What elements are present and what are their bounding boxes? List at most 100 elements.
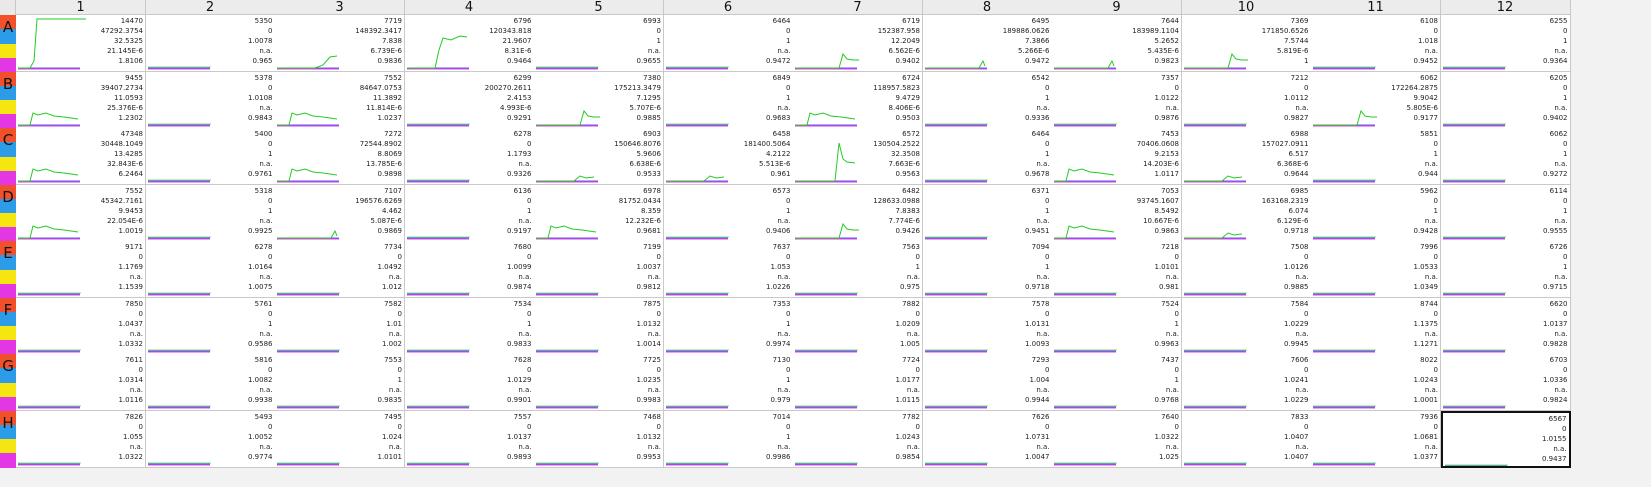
well-F11[interactable]: 8744 0 1.1375 n.a. 1.1271 bbox=[1311, 297, 1441, 355]
well-G8[interactable]: 7293 0 1.004 n.a. 0.9944 bbox=[922, 354, 1053, 411]
well-H7[interactable]: 7782 0 1.0243 n.a. 0.9854 bbox=[793, 410, 923, 468]
column-header-2[interactable]: 2 bbox=[145, 0, 276, 15]
well-C9[interactable]: 7453 70406.0608 9.2153 14.203E-6 1.0117 bbox=[1052, 128, 1182, 185]
column-header-1[interactable]: 1 bbox=[16, 0, 146, 15]
well-E11[interactable]: 7996 0 1.0533 n.a. 1.0349 bbox=[1311, 241, 1441, 298]
well-D4[interactable]: 6136 0 1 n.a. 0.9197 bbox=[404, 184, 535, 242]
well-E4[interactable]: 7680 0 1.0099 n.a. 0.9874 bbox=[404, 241, 535, 298]
well-H9[interactable]: 7640 0 1.0322 n.a. 1.025 bbox=[1052, 410, 1182, 468]
well-C12[interactable]: 6062 0 1 n.a. 0.9272 bbox=[1440, 128, 1571, 185]
column-header-5[interactable]: 5 bbox=[534, 0, 664, 15]
well-A1[interactable]: 14470 47292.3754 32.5325 21.145E-6 1.8106 bbox=[16, 15, 146, 72]
well-E3[interactable]: 7734 0 1.0492 n.a. 1.012 bbox=[275, 241, 405, 298]
row-header-E[interactable]: E bbox=[0, 241, 16, 298]
well-H12[interactable]: 6567 0 1.0155 n.a. 0.9437 bbox=[1440, 410, 1571, 468]
well-B6[interactable]: 6849 0 1 n.a. 0.9683 bbox=[663, 71, 794, 129]
column-header-7[interactable]: 7 bbox=[793, 0, 923, 15]
well-B1[interactable]: 9455 39407.2734 11.0593 25.376E-6 1.2302 bbox=[16, 71, 146, 129]
well-C8[interactable]: 6464 0 1 n.a. 0.9678 bbox=[922, 128, 1053, 185]
well-D9[interactable]: 7053 93745.1607 8.5492 10.667E-6 0.9863 bbox=[1052, 184, 1182, 242]
well-F4[interactable]: 7534 0 1 n.a. 0.9833 bbox=[404, 297, 535, 355]
well-D12[interactable]: 6114 0 1 n.a. 0.9555 bbox=[1440, 184, 1571, 242]
well-C6[interactable]: 6458 181400.5064 4.2122 5.513E-6 0.961 bbox=[663, 128, 794, 185]
well-G1[interactable]: 7611 0 1.0314 n.a. 1.0116 bbox=[16, 354, 146, 411]
row-header-H[interactable]: H bbox=[0, 410, 16, 468]
well-A10[interactable]: 7369 171850.6526 7.5744 5.819E-6 1 bbox=[1181, 15, 1312, 72]
well-B2[interactable]: 5378 0 1.0108 n.a. 0.9843 bbox=[145, 71, 276, 129]
well-H8[interactable]: 7626 0 1.0731 n.a. 1.0047 bbox=[922, 410, 1053, 468]
column-header-11[interactable]: 11 bbox=[1311, 0, 1441, 15]
well-H4[interactable]: 7557 0 1.0137 n.a. 0.9893 bbox=[404, 410, 535, 468]
well-H2[interactable]: 5493 0 1.0052 n.a. 0.9774 bbox=[145, 410, 276, 468]
well-G12[interactable]: 6703 0 1.0336 n.a. 0.9824 bbox=[1440, 354, 1571, 411]
column-header-3[interactable]: 3 bbox=[275, 0, 405, 15]
well-D7[interactable]: 6482 128633.0988 7.8383 7.774E-6 0.9426 bbox=[793, 184, 923, 242]
column-header-12[interactable]: 12 bbox=[1440, 0, 1571, 15]
well-H3[interactable]: 7495 0 1.024 n.a. 1.0101 bbox=[275, 410, 405, 468]
well-D2[interactable]: 5318 0 1 n.a. 0.9925 bbox=[145, 184, 276, 242]
well-F10[interactable]: 7584 0 1.0229 n.a. 0.9945 bbox=[1181, 297, 1312, 355]
well-G9[interactable]: 7437 0 1 n.a. 0.9768 bbox=[1052, 354, 1182, 411]
column-header-6[interactable]: 6 bbox=[663, 0, 794, 15]
well-C7[interactable]: 6572 130504.2522 32.3508 7.663E-6 0.9563 bbox=[793, 128, 923, 185]
well-F6[interactable]: 7353 0 1 n.a. 0.9974 bbox=[663, 297, 794, 355]
well-D6[interactable]: 6573 0 1 n.a. 0.9406 bbox=[663, 184, 794, 242]
row-header-G[interactable]: G bbox=[0, 354, 16, 411]
well-B10[interactable]: 7212 0 1.0112 n.a. 0.9827 bbox=[1181, 71, 1312, 129]
well-G4[interactable]: 7628 0 1.0129 n.a. 0.9901 bbox=[404, 354, 535, 411]
well-H5[interactable]: 7468 0 1.0132 n.a. 0.9953 bbox=[534, 410, 664, 468]
well-H1[interactable]: 7826 0 1.055 n.a. 1.0322 bbox=[16, 410, 146, 468]
column-header-9[interactable]: 9 bbox=[1052, 0, 1182, 15]
column-header-10[interactable]: 10 bbox=[1181, 0, 1312, 15]
row-header-C[interactable]: C bbox=[0, 128, 16, 185]
well-D11[interactable]: 5962 0 1 n.a. 0.9428 bbox=[1311, 184, 1441, 242]
well-B3[interactable]: 7552 84647.0753 11.3892 11.814E-6 1.0237 bbox=[275, 71, 405, 129]
well-C5[interactable]: 6903 150646.8076 5.9606 6.638E-6 0.9533 bbox=[534, 128, 664, 185]
row-header-A[interactable]: A bbox=[0, 15, 16, 72]
well-A3[interactable]: 7719 148392.3417 7.838 6.739E-6 0.9836 bbox=[275, 15, 405, 72]
well-B11[interactable]: 6062 172264.2875 9.9042 5.805E-6 0.9177 bbox=[1311, 71, 1441, 129]
well-E6[interactable]: 7637 0 1.053 n.a. 1.0226 bbox=[663, 241, 794, 298]
well-B4[interactable]: 6299 200270.2611 2.4153 4.993E-6 0.9291 bbox=[404, 71, 535, 129]
well-A11[interactable]: 6108 0 1.018 n.a. 0.9452 bbox=[1311, 15, 1441, 72]
well-H6[interactable]: 7014 0 1 n.a. 0.9986 bbox=[663, 410, 794, 468]
well-A9[interactable]: 7644 183989.1104 5.2652 5.435E-6 0.9823 bbox=[1052, 15, 1182, 72]
well-B9[interactable]: 7357 0 1.0122 n.a. 0.9876 bbox=[1052, 71, 1182, 129]
well-A12[interactable]: 6255 0 1 n.a. 0.9364 bbox=[1440, 15, 1571, 72]
well-F9[interactable]: 7524 0 1 n.a. 0.9963 bbox=[1052, 297, 1182, 355]
well-F5[interactable]: 7875 0 1.0132 n.a. 1.0014 bbox=[534, 297, 664, 355]
column-header-8[interactable]: 8 bbox=[922, 0, 1053, 15]
well-E8[interactable]: 7094 0 1 n.a. 0.9718 bbox=[922, 241, 1053, 298]
well-A7[interactable]: 6719 152387.958 12.2049 6.562E-6 0.9402 bbox=[793, 15, 923, 72]
well-B7[interactable]: 6724 118957.5823 9.4729 8.406E-6 0.9503 bbox=[793, 71, 923, 129]
well-C10[interactable]: 6988 157027.0911 6.517 6.368E-6 0.9644 bbox=[1181, 128, 1312, 185]
well-E5[interactable]: 7199 0 1.0037 n.a. 0.9812 bbox=[534, 241, 664, 298]
well-E9[interactable]: 7218 0 1.0101 n.a. 0.981 bbox=[1052, 241, 1182, 298]
well-C4[interactable]: 6278 0 1.1793 n.a. 0.9326 bbox=[404, 128, 535, 185]
well-G11[interactable]: 8022 0 1.0243 n.a. 1.0001 bbox=[1311, 354, 1441, 411]
well-C3[interactable]: 7272 72544.8902 8.8069 13.785E-6 0.9898 bbox=[275, 128, 405, 185]
well-G5[interactable]: 7725 0 1.0235 n.a. 0.9983 bbox=[534, 354, 664, 411]
well-B5[interactable]: 7380 175213.3479 7.1295 5.707E-6 0.9885 bbox=[534, 71, 664, 129]
row-header-B[interactable]: B bbox=[0, 71, 16, 129]
well-E7[interactable]: 7563 0 1 n.a. 0.975 bbox=[793, 241, 923, 298]
well-G3[interactable]: 7553 0 1 n.a. 0.9835 bbox=[275, 354, 405, 411]
well-E2[interactable]: 6278 0 1.0164 n.a. 1.0075 bbox=[145, 241, 276, 298]
well-G2[interactable]: 5816 0 1.0082 n.a. 0.9938 bbox=[145, 354, 276, 411]
well-E10[interactable]: 7508 0 1.0126 n.a. 0.9885 bbox=[1181, 241, 1312, 298]
column-header-4[interactable]: 4 bbox=[404, 0, 535, 15]
well-E12[interactable]: 6726 0 1 n.a. 0.9715 bbox=[1440, 241, 1571, 298]
well-A2[interactable]: 5350 0 1.0078 n.a. 0.965 bbox=[145, 15, 276, 72]
well-C11[interactable]: 5851 0 1 n.a. 0.944 bbox=[1311, 128, 1441, 185]
well-H11[interactable]: 7936 0 1.0681 n.a. 1.0377 bbox=[1311, 410, 1441, 468]
well-F12[interactable]: 6620 0 1.0137 n.a. 0.9828 bbox=[1440, 297, 1571, 355]
well-D10[interactable]: 6985 163168.2319 6.074 6.129E-6 0.9718 bbox=[1181, 184, 1312, 242]
well-D5[interactable]: 6978 81752.0434 8.359 12.232E-6 0.9681 bbox=[534, 184, 664, 242]
row-header-D[interactable]: D bbox=[0, 184, 16, 242]
well-D1[interactable]: 7552 45342.7161 9.9453 22.054E-6 1.0019 bbox=[16, 184, 146, 242]
well-A5[interactable]: 6993 0 1 n.a. 0.9655 bbox=[534, 15, 664, 72]
well-F3[interactable]: 7582 0 1.01 n.a. 1.002 bbox=[275, 297, 405, 355]
well-D3[interactable]: 7107 196576.6269 4.462 5.087E-6 0.9869 bbox=[275, 184, 405, 242]
well-E1[interactable]: 9171 0 1.1769 n.a. 1.1539 bbox=[16, 241, 146, 298]
well-B12[interactable]: 6205 0 1 n.a. 0.9402 bbox=[1440, 71, 1571, 129]
